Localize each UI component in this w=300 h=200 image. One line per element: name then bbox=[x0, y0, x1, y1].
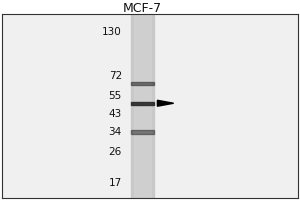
Bar bbox=[131, 130, 154, 134]
Text: 26: 26 bbox=[109, 147, 122, 157]
Text: MCF-7: MCF-7 bbox=[123, 2, 162, 15]
Text: 130: 130 bbox=[102, 27, 122, 37]
Polygon shape bbox=[158, 100, 174, 106]
Bar bbox=[134, 14, 151, 198]
Text: 17: 17 bbox=[109, 178, 122, 188]
Text: 72: 72 bbox=[109, 71, 122, 81]
Bar bbox=[131, 102, 154, 105]
Bar bbox=[131, 82, 154, 85]
Text: 55: 55 bbox=[109, 91, 122, 101]
Text: 43: 43 bbox=[109, 109, 122, 119]
Text: 34: 34 bbox=[109, 127, 122, 137]
Bar bbox=[131, 14, 154, 198]
